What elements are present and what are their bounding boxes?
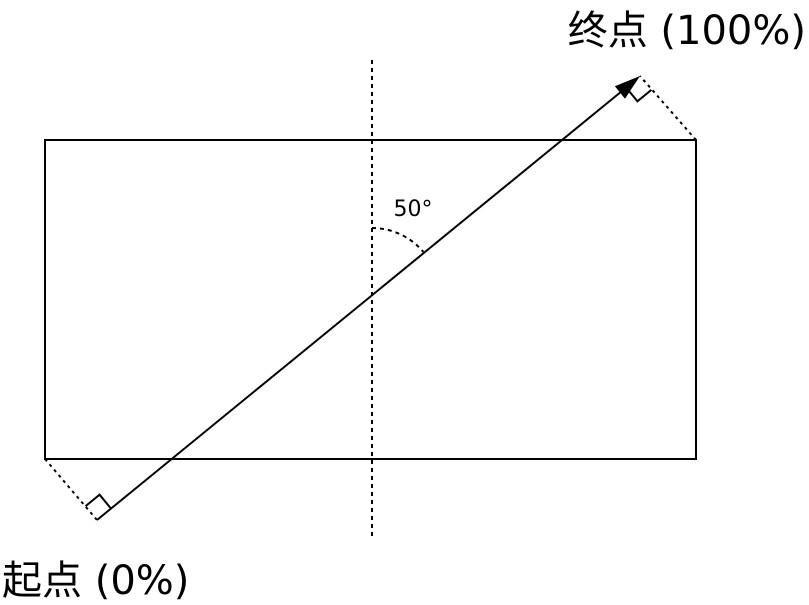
right-angle-end — [625, 86, 653, 103]
end-label: 终点 (100%) — [568, 8, 806, 54]
angle-label: 50° — [394, 197, 433, 222]
right-angle-start — [84, 493, 112, 510]
end-projection — [639, 75, 697, 141]
element-box — [44, 139, 697, 460]
angle-arc — [371, 227, 425, 253]
start-projection — [44, 458, 98, 521]
gradient-line — [96, 90, 623, 521]
start-label: 起点 (0%) — [2, 558, 189, 604]
arrowhead — [614, 76, 640, 99]
